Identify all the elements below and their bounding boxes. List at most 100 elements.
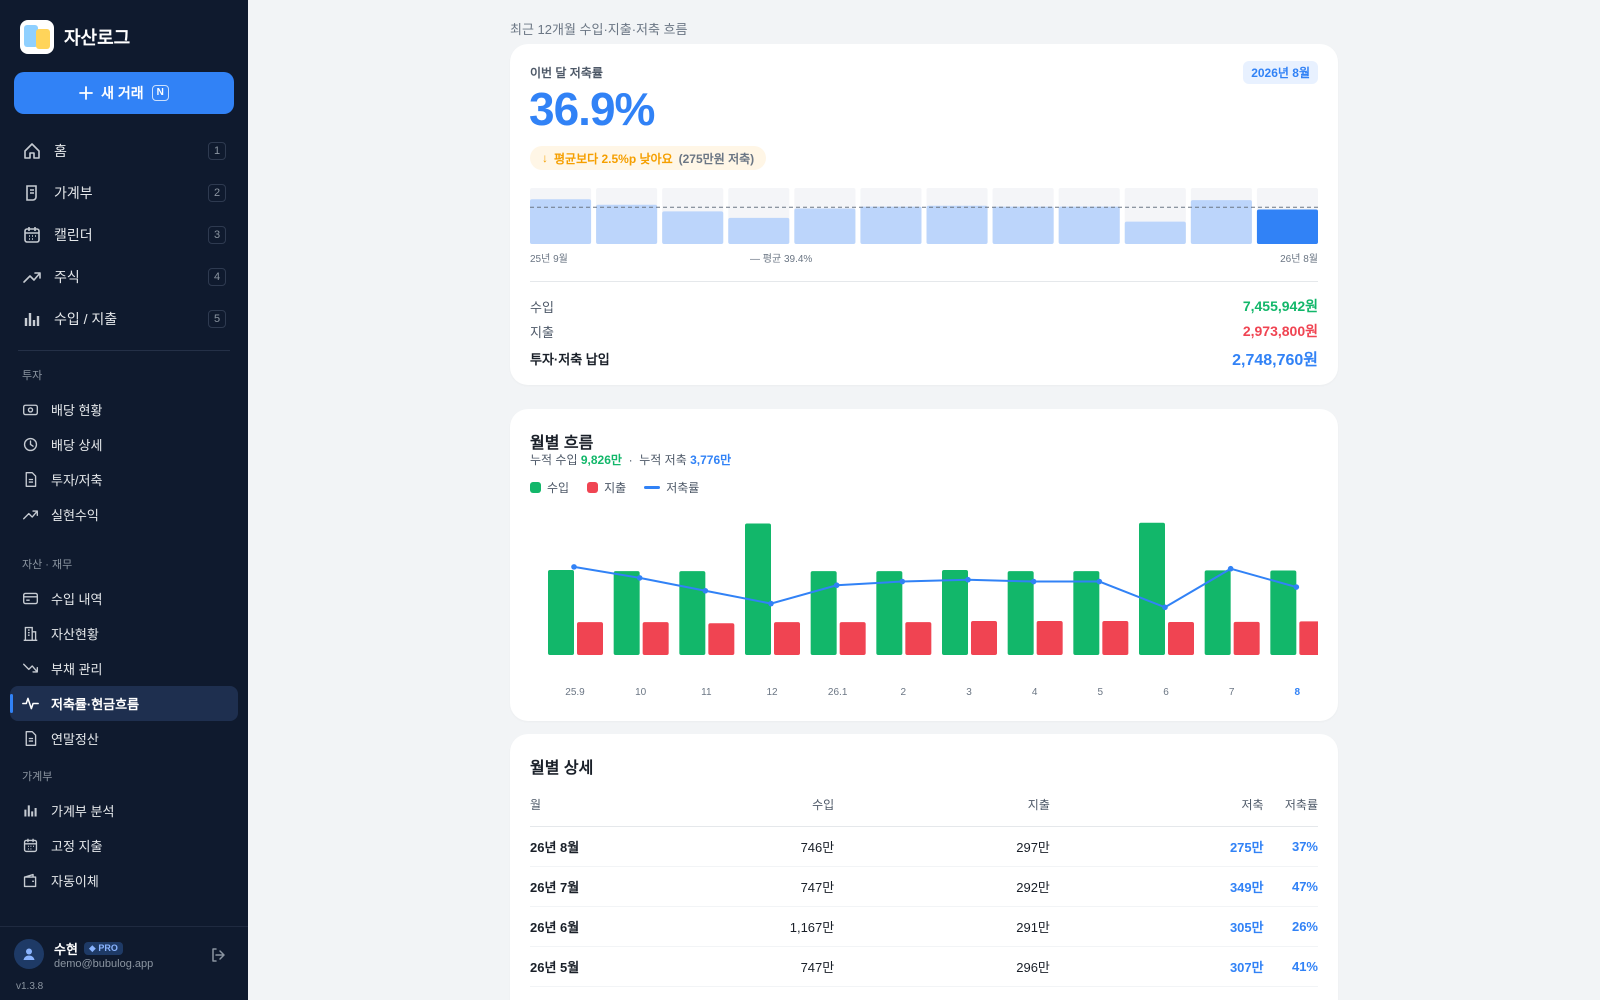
nav-item-3[interactable]: 캘린더 3	[10, 214, 238, 256]
trend-down-icon	[23, 663, 38, 673]
expense-bar[interactable]	[708, 623, 735, 655]
nav-item-label: 실현수익	[51, 508, 99, 523]
income-bar[interactable]	[942, 570, 968, 655]
income-bar[interactable]	[876, 571, 903, 655]
x-tick-label: 10	[635, 687, 647, 698]
income-label: 수입	[530, 299, 554, 315]
nav-item-label: 수입 내역	[51, 592, 103, 607]
savings-rate-point[interactable]	[899, 578, 906, 585]
monthly-detail-card: 월별 상세 월 수입 지출 저축 저축률 26년 8월 746만 297만 275만 37% 26…	[510, 734, 1338, 1000]
nav-item-label: 가계부 분석	[51, 804, 115, 819]
income-bar[interactable]	[1007, 571, 1034, 655]
legend-expense[interactable]: 지출	[587, 479, 626, 496]
income-bar[interactable]	[810, 571, 837, 655]
avatar[interactable]	[14, 939, 44, 969]
savings-rate-point[interactable]	[768, 600, 774, 607]
savings-rate-point[interactable]	[571, 564, 577, 570]
month-badge[interactable]: 2026년 8월	[1243, 61, 1318, 84]
mini-rate-bar[interactable]	[596, 204, 658, 244]
savings-rate-point[interactable]	[1030, 578, 1037, 585]
savings-rate-point[interactable]	[702, 587, 709, 594]
nav-shortcut-badge: 1	[208, 142, 226, 160]
mini-rate-bar[interactable]	[1124, 221, 1186, 244]
income-bar[interactable]	[1270, 570, 1297, 655]
column-header[interactable]: 월	[530, 784, 609, 827]
savings-rate-point[interactable]	[1096, 578, 1103, 585]
expense-bar[interactable]	[1036, 621, 1063, 655]
plan-badge: ◆ PRO	[83, 942, 123, 955]
income-bar[interactable]	[1139, 522, 1165, 655]
column-header[interactable]: 저축	[1049, 784, 1264, 827]
new-transaction-label: 새 거래	[101, 85, 144, 101]
nav-item-2-1[interactable]: 수입 내역	[10, 581, 238, 616]
nav-item-4[interactable]: 주식 4	[10, 256, 238, 298]
income-bar[interactable]	[745, 523, 771, 655]
nav-item-1-2[interactable]: 배당 상세	[10, 427, 238, 462]
savings-rate-point[interactable]	[833, 582, 840, 589]
mini-rate-bar[interactable]	[794, 208, 856, 244]
column-header[interactable]: 지출	[834, 784, 1050, 827]
income-bar[interactable]	[548, 570, 574, 655]
app-logo[interactable]: 자산로그	[20, 20, 130, 54]
mini-rate-bar[interactable]	[728, 217, 790, 244]
mini-rate-bar[interactable]	[1190, 200, 1252, 244]
expense-bar[interactable]	[1233, 621, 1260, 655]
expense-bar[interactable]	[577, 622, 603, 655]
income-bar[interactable]	[1204, 570, 1231, 655]
expense-bar[interactable]	[774, 622, 800, 655]
expense-bar[interactable]	[839, 622, 866, 655]
app-name: 자산로그	[64, 28, 131, 48]
expense-bar[interactable]	[1168, 622, 1194, 655]
column-header[interactable]: 저축률	[1263, 784, 1318, 827]
table-row[interactable]: 26년 6월 1,167만 291만 305만 26%	[530, 906, 1318, 947]
nav-item-2-4[interactable]: 저축률·현금흐름	[10, 686, 238, 721]
x-tick-label: 4	[1032, 687, 1038, 698]
legend-income[interactable]: 수입	[530, 479, 569, 496]
table-row[interactable]: 26년 5월 747만 296만 307만 41%	[530, 946, 1318, 987]
table-row[interactable]: 26년 8월 746만 297만 275만 37%	[530, 826, 1318, 867]
nav-group-title: 자산 · 재무	[22, 559, 73, 571]
user-name: 수현	[54, 942, 78, 957]
nav-item-1-1[interactable]: 배당 현황	[10, 392, 238, 427]
income-bar[interactable]	[679, 571, 706, 655]
new-transaction-button[interactable]: 새 거래 N	[14, 72, 234, 114]
mini-rate-bar[interactable]	[992, 206, 1054, 244]
mini-rate-bar[interactable]	[860, 206, 922, 244]
logout-icon[interactable]	[210, 947, 226, 963]
nav-item-3-3[interactable]: 자동이체	[10, 863, 238, 898]
nav-item-3-2[interactable]: 고정 지출	[10, 828, 238, 863]
savings-rate-point[interactable]	[1293, 584, 1300, 590]
savings-rate-point[interactable]	[965, 576, 971, 583]
nav-item-1-3[interactable]: 투자/저축	[10, 462, 238, 497]
savings-rate-point[interactable]	[636, 575, 643, 581]
mini-rate-bar[interactable]	[926, 205, 988, 244]
mini-avg-label: — 평균 39.4%	[750, 254, 813, 265]
savings-rate-point[interactable]	[1162, 604, 1168, 611]
expense-bar[interactable]	[642, 622, 669, 655]
table-row[interactable]: 26년 7월 747만 292만 349만 47%	[530, 866, 1318, 907]
nav-item-2-5[interactable]: 연말정산	[10, 721, 238, 756]
savings-rate-point[interactable]	[1227, 565, 1234, 572]
nav-item-2-3[interactable]: 부채 관리	[10, 651, 238, 686]
column-header[interactable]: 수입	[608, 784, 835, 827]
nav-item-2[interactable]: 가계부 2	[10, 172, 238, 214]
mini-rate-bar[interactable]	[530, 199, 592, 244]
nav-shortcut-badge: 5	[208, 310, 226, 328]
legend-rate[interactable]: 저축률	[644, 479, 699, 496]
income-bar[interactable]	[613, 571, 640, 655]
ledger-icon	[26, 185, 37, 201]
nav-group-title: 투자	[22, 370, 43, 382]
nav-item-3-1[interactable]: 가계부 분석	[10, 793, 238, 828]
expense-bar[interactable]	[971, 621, 997, 655]
expense-bar[interactable]	[1102, 621, 1129, 655]
expense-bar[interactable]	[905, 622, 932, 655]
nav-item-1-4[interactable]: 실현수익	[10, 497, 238, 532]
nav-item-2-2[interactable]: 자산현황	[10, 616, 238, 651]
mini-rate-bar[interactable]	[1256, 209, 1318, 244]
mini-rate-bar[interactable]	[1058, 206, 1120, 244]
nav-item-5[interactable]: 수입 / 지출 5	[10, 298, 238, 340]
income-bar[interactable]	[1073, 571, 1100, 655]
mini-rate-bar[interactable]	[662, 211, 724, 244]
expense-bar[interactable]	[1299, 621, 1318, 655]
